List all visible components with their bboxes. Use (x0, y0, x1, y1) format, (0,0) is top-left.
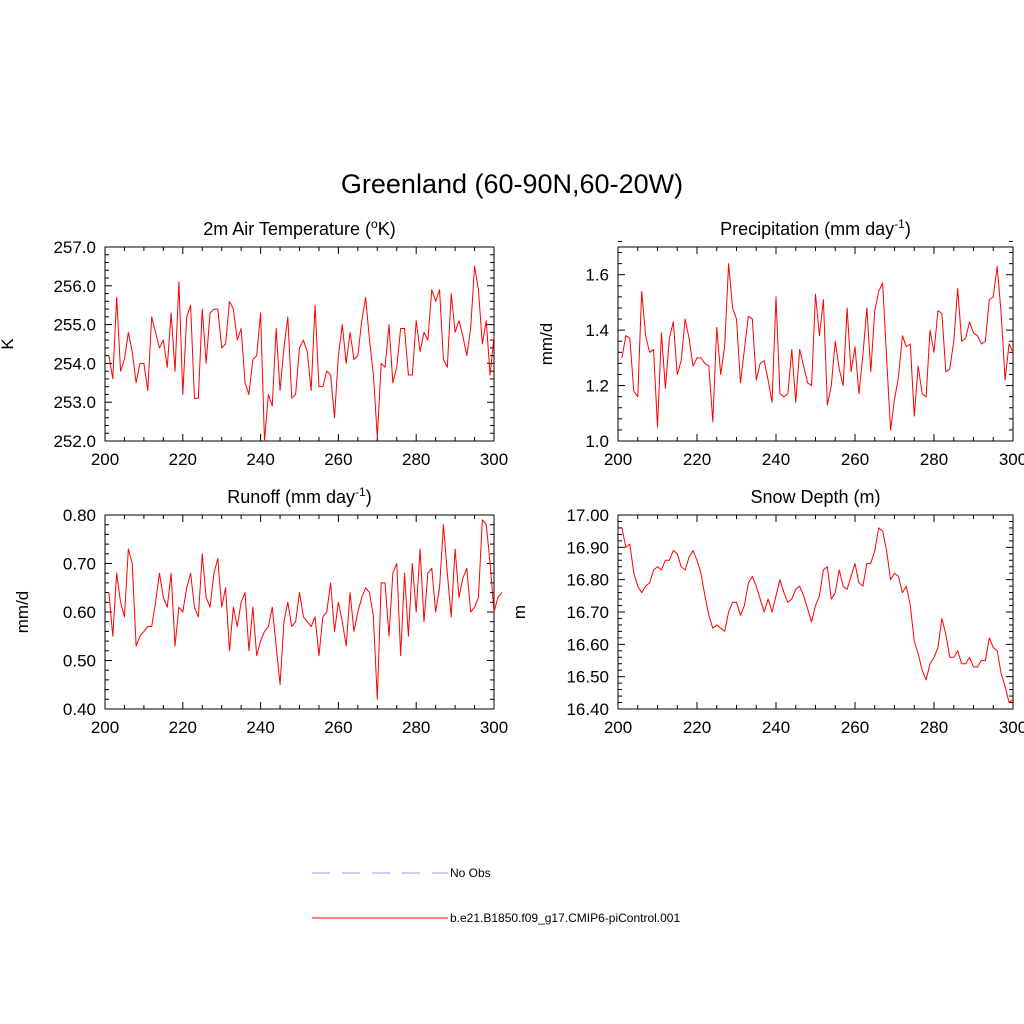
y-tick-label: 1.4 (585, 321, 609, 340)
y-tick-label: 256.0 (53, 277, 96, 296)
legend-item: No Obs (312, 866, 491, 880)
panel-title-text: Runoff (mm day (227, 487, 355, 507)
y-tick-label: 0.70 (63, 555, 96, 574)
panel-title-end: ) (905, 219, 911, 239)
x-tick-label: 200 (91, 718, 119, 737)
y-tick-label: 253.0 (53, 393, 96, 412)
x-tick-label: 280 (402, 450, 430, 469)
x-tick-label: 200 (604, 450, 632, 469)
x-tick-label: 240 (246, 450, 274, 469)
y-axis-label: m (510, 605, 529, 619)
y-tick-label: 257.0 (53, 238, 96, 257)
y-tick-label: 255.0 (53, 316, 96, 335)
x-tick-label: 280 (402, 718, 430, 737)
x-tick-label: 220 (683, 450, 711, 469)
x-tick-label: 300 (480, 450, 508, 469)
x-tick-label: 240 (762, 450, 790, 469)
x-tick-label: 280 (920, 718, 948, 737)
x-tick-label: 300 (480, 718, 508, 737)
x-tick-label: 200 (91, 450, 119, 469)
panel-title-superscript: -1 (894, 217, 905, 231)
y-tick-label: 254.0 (53, 354, 96, 373)
y-tick-label: 252.0 (53, 432, 96, 451)
x-tick-label: 280 (920, 450, 948, 469)
panel-title-text: Precipitation (mm day (720, 219, 894, 239)
panels-container: 2m Air Temperature (oK) K 200 220 240 260 280 3… (0, 217, 1024, 737)
y-tick-label: 1.2 (585, 377, 609, 396)
panel-2: Precipitation (mm day-1) mm/d 200 220 240 260… (537, 217, 1024, 469)
panel-title: Precipitation (mm day-1) (720, 217, 911, 239)
legend-label: No Obs (450, 866, 491, 880)
panel-title: Runoff (mm day-1) (227, 485, 371, 507)
x-tick-label: 300 (999, 718, 1024, 737)
panel-title: Snow Depth (m) (750, 487, 880, 507)
y-tick-label: 1.6 (585, 266, 609, 285)
y-tick-label: 0.80 (63, 506, 96, 525)
y-tick-label: 0.50 (63, 652, 96, 671)
y-tick-label: 16.70 (566, 603, 609, 622)
x-tick-label: 220 (169, 450, 197, 469)
panel-title-end: K) (378, 219, 396, 239)
plot-frame (617, 514, 1014, 710)
y-axis-label: mm/d (13, 591, 32, 634)
y-axis-label: K (0, 338, 17, 350)
y-tick-label: 16.90 (566, 538, 609, 557)
panel-title-superscript: -1 (355, 485, 366, 499)
y-tick-label: 0.40 (63, 700, 96, 719)
legend-item: b.e21.B1850.f09_g17.CMIP6-piControl.001 (312, 911, 680, 925)
panel-title-text: 2m Air Temperature ( (203, 219, 371, 239)
y-tick-label: 17.00 (566, 506, 609, 525)
x-tick-label: 220 (169, 718, 197, 737)
x-tick-label: 300 (999, 450, 1024, 469)
legend: No Obs b.e21.B1850.f09_g17.CMIP6-piContro… (312, 866, 680, 925)
panel-4: Snow Depth (m) m 200 220 240 260 280 300 16.40 16… (510, 487, 1024, 737)
series-line-model (621, 527, 1014, 704)
x-tick-label: 240 (246, 718, 274, 737)
y-tick-label: 16.80 (566, 571, 609, 590)
x-tick-label: 260 (841, 450, 869, 469)
y-axis-label: mm/d (537, 323, 556, 366)
panel-title: 2m Air Temperature (oK) (203, 217, 395, 239)
y-tick-label: 1.0 (585, 432, 609, 451)
panel-title-end: ) (366, 487, 372, 507)
panel-title-superscript: o (371, 217, 378, 231)
panel-3: Runoff (mm day-1) mm/d 200 220 240 260 280 300 0… (13, 485, 508, 737)
series-line-model (621, 263, 1014, 431)
y-tick-label: 16.60 (566, 635, 609, 654)
y-tick-label: 16.50 (566, 668, 609, 687)
x-tick-label: 240 (762, 718, 790, 737)
legend-label: b.e21.B1850.f09_g17.CMIP6-piControl.001 (450, 911, 680, 925)
y-tick-label: 16.40 (566, 700, 609, 719)
plot-frame (104, 246, 495, 442)
y-tick-label: 0.60 (63, 603, 96, 622)
panel-title-text: Snow Depth (m) (750, 487, 880, 507)
panel-1: 2m Air Temperature (oK) K 200 220 240 260 280 3… (0, 217, 508, 469)
x-tick-label: 260 (841, 718, 869, 737)
x-tick-label: 200 (604, 718, 632, 737)
x-tick-label: 220 (683, 718, 711, 737)
figure-title: Greenland (60-90N,60-20W) (341, 169, 683, 199)
x-tick-label: 260 (324, 450, 352, 469)
series-line-model (108, 519, 503, 700)
x-tick-label: 260 (324, 718, 352, 737)
series-line-model (108, 265, 495, 442)
